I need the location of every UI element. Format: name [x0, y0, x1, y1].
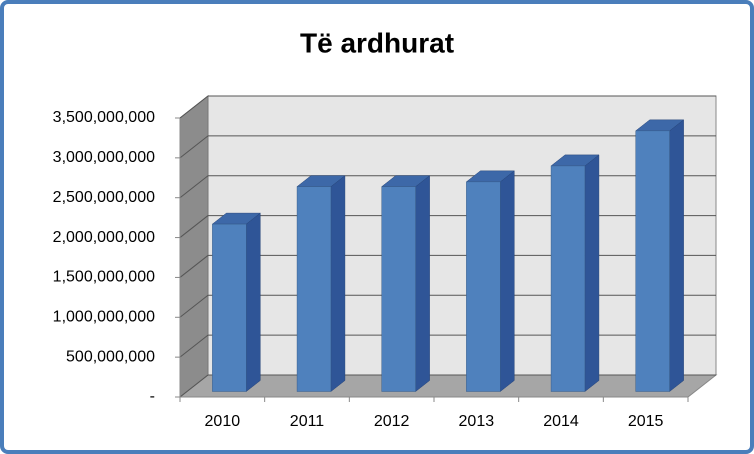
y-tick-label: 1,500,000,000 [53, 269, 155, 286]
bar [212, 223, 247, 392]
chart-title: Të ardhurat [300, 27, 454, 58]
bar-side [584, 154, 600, 393]
bar-side [415, 175, 430, 393]
side-grid-line [179, 334, 209, 358]
x-tick-label: 2011 [290, 413, 325, 430]
bar [550, 165, 586, 392]
bar [635, 130, 670, 392]
x-tick-label: 2015 [628, 413, 664, 430]
y-tick-label: 2,000,000,000 [53, 229, 155, 246]
x-tick-label: 2013 [459, 413, 495, 430]
x-tick-label: 2014 [543, 413, 579, 430]
bar-side [500, 170, 515, 393]
x-tick-label: 2010 [205, 413, 241, 430]
y-tick-label: 2,500,000,000 [53, 189, 155, 206]
y-tick-label: 3,000,000,000 [53, 149, 155, 166]
y-tick-label: - [150, 388, 155, 405]
y-tick-label: 500,000,000 [66, 348, 155, 365]
y-tick-label: 1,000,000,000 [53, 309, 155, 326]
side-grid-line [179, 215, 209, 238]
bar-side [330, 175, 346, 393]
side-grid-line [179, 175, 209, 199]
side-grid-line [179, 135, 209, 159]
bar [466, 181, 501, 392]
x-tick-label: 2012 [374, 413, 410, 430]
bar [381, 186, 416, 392]
bar-side [669, 119, 684, 393]
side-grid-line [179, 95, 209, 119]
y-tick-label: 3,500,000,000 [53, 109, 155, 126]
bar-side [246, 212, 261, 393]
side-grid-line [179, 294, 209, 318]
side-grid-line [179, 374, 209, 398]
side-grid-line [179, 255, 209, 278]
side-wall [179, 94, 209, 399]
bar [296, 186, 332, 392]
